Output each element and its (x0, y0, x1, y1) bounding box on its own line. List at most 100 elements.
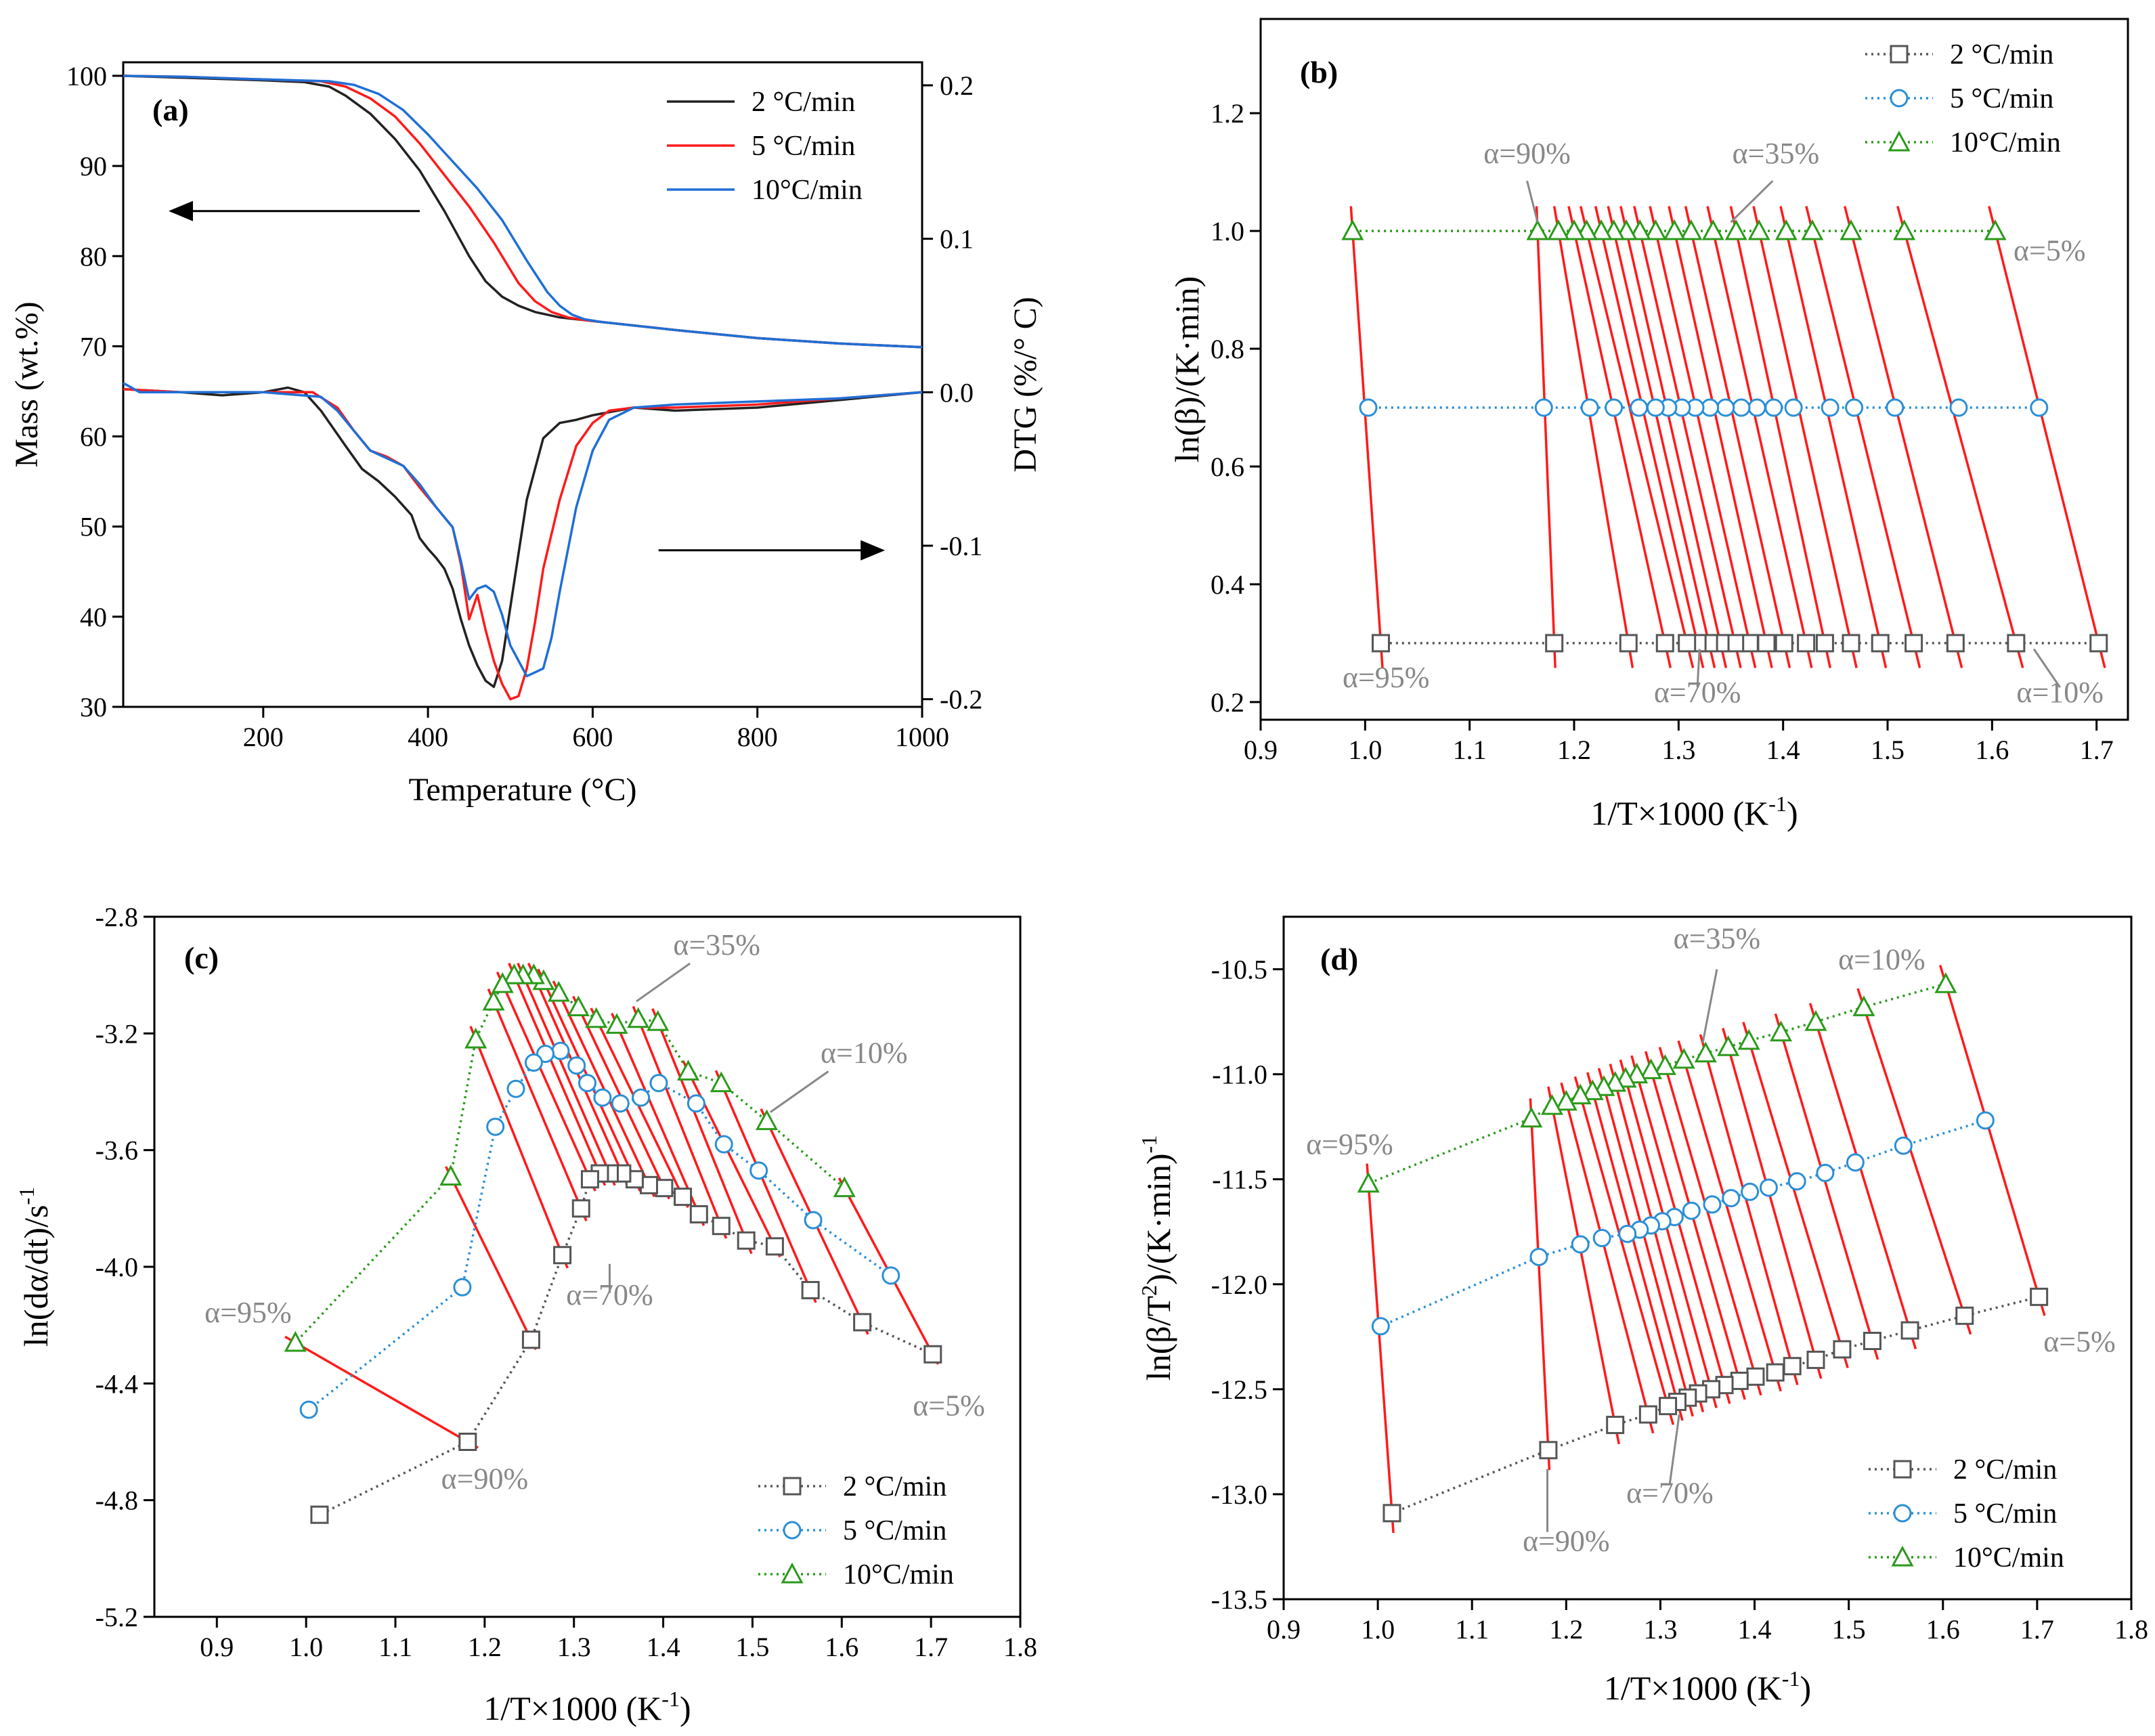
fit-line (632, 1005, 728, 1239)
data-point (464, 1027, 487, 1049)
data-point (1747, 219, 1770, 240)
data-point (1893, 219, 1916, 240)
legend-marker (1890, 89, 1909, 108)
y-tick-label: 0.4 (1211, 569, 1244, 600)
data-point (458, 1433, 477, 1451)
data-point (1606, 1416, 1625, 1435)
data-point (1655, 634, 1674, 653)
fit-line (1619, 1059, 1718, 1408)
y-tick-label: -10.5 (1211, 955, 1267, 985)
data-point (655, 1179, 674, 1198)
y-axis-title-b: )/(K·min) (1139, 1153, 1177, 1284)
data-point (1821, 398, 1840, 417)
data-point (923, 1345, 942, 1364)
data-point (1732, 398, 1751, 417)
data-point (1619, 634, 1638, 653)
data-point (1845, 398, 1864, 417)
data-point (611, 1094, 630, 1113)
y-tick-label: -13.5 (1211, 1584, 1267, 1615)
y-tick-label: -12.0 (1211, 1270, 1267, 1300)
legend-marker (781, 1562, 804, 1584)
data-point (1904, 634, 1923, 653)
x-tick-label: 1.3 (1661, 735, 1695, 765)
data-point (1787, 1172, 1806, 1191)
series-line (1380, 1119, 1986, 1328)
y-tick-label: 0.2 (1211, 687, 1244, 718)
data-point (1759, 1178, 1778, 1197)
data-point (1769, 1020, 1793, 1042)
x-tick-label: 0.9 (1267, 1614, 1301, 1645)
x-tick-label: 1.2 (1557, 735, 1591, 765)
data-point (1717, 1035, 1740, 1056)
data-point (1797, 634, 1816, 653)
y-axis-title-main: ln(dα/dt)/s (17, 1205, 55, 1347)
data-point (1886, 398, 1904, 417)
annotation: α=95% (1343, 661, 1430, 694)
fit-line (651, 1008, 753, 1255)
data-point (1976, 1111, 1995, 1130)
annotation: α=35% (673, 928, 760, 961)
plot-frame (1282, 915, 2133, 1601)
x-axis-title-sup: -1 (1782, 1666, 1800, 1691)
annotation: α=35% (1674, 922, 1761, 955)
x-tick-label: 0.9 (1244, 735, 1278, 765)
data-point (571, 1199, 590, 1218)
x-tick-label: 1.8 (1003, 1632, 1037, 1662)
data-point (578, 1074, 596, 1093)
data-point (1630, 398, 1649, 417)
fit-line (1609, 1064, 1705, 1413)
data-point (1626, 1062, 1649, 1084)
data-point (551, 1041, 570, 1060)
data-point (1581, 1079, 1604, 1100)
data-point (1571, 1235, 1590, 1254)
x-tick-label: 1.7 (914, 1632, 948, 1662)
annotation-pointer (769, 1070, 829, 1113)
plot-frame (122, 61, 923, 708)
x-tick-label: 1.6 (1975, 735, 2009, 765)
data-point (1640, 1058, 1663, 1079)
dtg-curve (123, 388, 923, 701)
y-axis-title: ln(β/T2)/(K·min)-1 (1137, 1135, 1177, 1381)
data-point (1863, 1332, 1881, 1351)
annotation: α=90% (1523, 1525, 1610, 1558)
data-point (1680, 219, 1703, 240)
annotation: α=10% (1838, 943, 1925, 976)
y-tick-label: -2.8 (95, 902, 138, 932)
data-point (1672, 1047, 1695, 1069)
fit-line (1560, 1082, 1655, 1434)
x-tick-label: 1.4 (647, 1632, 680, 1662)
annotation: α=95% (204, 1296, 292, 1329)
data-point (580, 1170, 599, 1189)
x-tick-label: 1.0 (1361, 1614, 1395, 1645)
x-tick-label: 1000 (895, 722, 949, 752)
legend-marker (783, 1521, 802, 1540)
data-point (1371, 634, 1390, 653)
data-point (491, 972, 514, 993)
data-point (502, 963, 525, 984)
data-point (1730, 1371, 1749, 1390)
x-tick-label: 1.7 (2020, 1614, 2054, 1645)
fit-line (714, 1070, 817, 1303)
data-point (2007, 634, 2026, 653)
data-point (632, 1088, 651, 1107)
data-point (1783, 1357, 1802, 1376)
fit-line (1349, 206, 1384, 668)
data-point (1984, 219, 2007, 240)
data-point (567, 995, 590, 1017)
data-point (1740, 634, 1759, 653)
legend-marker (783, 1477, 802, 1496)
data-point (1747, 398, 1766, 417)
annotation-pointer (1701, 969, 1718, 1043)
dtg-curve (123, 382, 923, 678)
y-tick-label: -4.8 (95, 1485, 138, 1516)
data-point (1842, 634, 1860, 653)
data-point (1357, 1171, 1380, 1193)
data-point (1804, 1010, 1827, 1031)
data-point (765, 1237, 784, 1256)
y-tick-label: -11.5 (1212, 1165, 1267, 1195)
data-point (1590, 219, 1613, 240)
data-point (1554, 1089, 1577, 1111)
fit-line (1594, 206, 1705, 668)
y-tick-label: 70 (80, 331, 107, 362)
